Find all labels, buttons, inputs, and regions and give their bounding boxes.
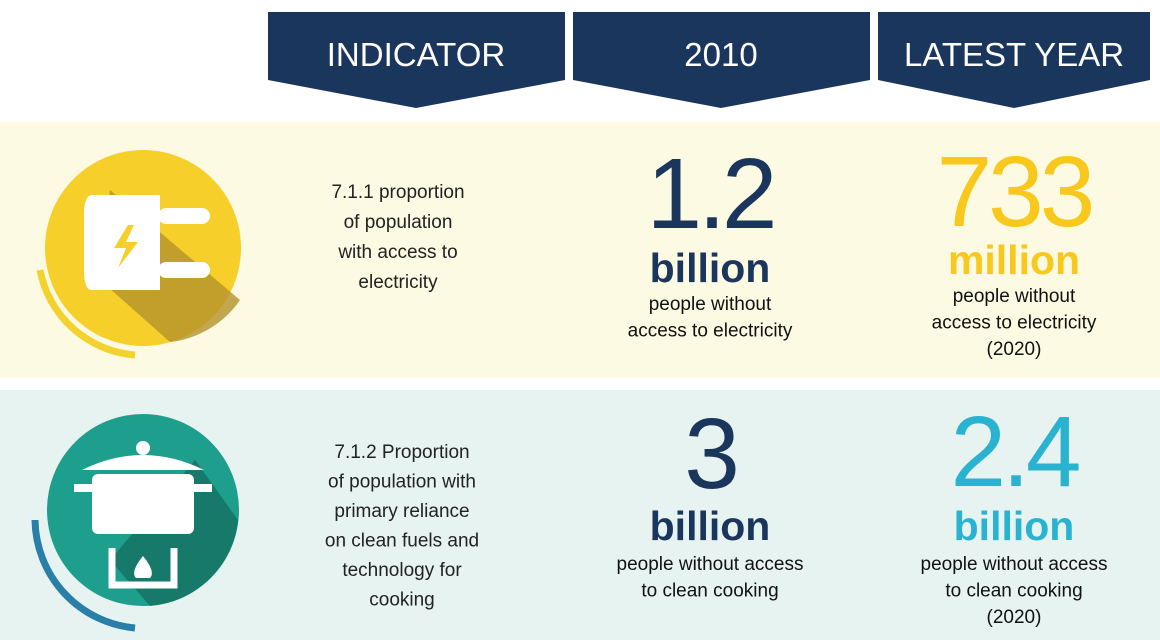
header-tab	[573, 12, 870, 108]
big-number: 2.4	[950, 396, 1078, 508]
plug-pin	[158, 208, 210, 224]
description: (2020)	[987, 339, 1042, 360]
indicator-text: of population with	[328, 472, 476, 493]
description: people without	[953, 286, 1076, 307]
plug-pin	[158, 262, 210, 278]
header-label: 2010	[684, 36, 757, 73]
big-number: 3	[684, 398, 736, 510]
indicator-text: 7.1.1 proportion	[331, 182, 464, 203]
pot-handle	[74, 484, 94, 492]
bolt	[114, 225, 138, 268]
big-number: 1.2	[646, 138, 773, 250]
icon-arc	[36, 269, 136, 359]
indicator-text: 7.1.2 Proportion	[334, 442, 469, 463]
unit: million	[948, 237, 1080, 283]
header-label: INDICATOR	[327, 36, 505, 73]
electricity-icon	[36, 150, 241, 359]
header-tab	[268, 12, 565, 108]
description: (2020)	[987, 607, 1042, 628]
description: people without	[649, 294, 772, 315]
indicator-text: of population	[344, 212, 453, 233]
indicator-text: technology for	[342, 560, 462, 581]
description: access to electricity	[932, 313, 1097, 334]
pot-handle	[192, 484, 212, 492]
description: people without access	[921, 554, 1108, 575]
unit: billion	[954, 503, 1075, 549]
header: INDICATOR 2010 LATEST YEAR	[268, 12, 1150, 108]
burner	[108, 548, 178, 589]
description: people without access	[617, 554, 804, 575]
description: to clean cooking	[945, 581, 1082, 602]
unit: billion	[650, 503, 771, 549]
header-label: LATEST YEAR	[904, 36, 1124, 73]
pot-lid	[82, 455, 204, 470]
description: access to electricity	[628, 321, 793, 342]
description: to clean cooking	[641, 581, 778, 602]
indicator-text: with access to	[337, 242, 457, 263]
indicator-text: electricity	[358, 272, 438, 293]
unit: billion	[650, 245, 771, 291]
indicator-text: cooking	[369, 590, 435, 611]
big-number: 733	[937, 136, 1092, 248]
flame	[134, 556, 152, 578]
pot-knob	[136, 441, 150, 455]
header-tab	[878, 12, 1150, 108]
pot	[92, 474, 194, 534]
icon-arc	[31, 519, 136, 632]
indicator-text: on clean fuels and	[325, 531, 479, 552]
cooking-icon	[31, 414, 239, 632]
indicator-text: primary reliance	[334, 501, 469, 522]
content: 7.1.1 proportion of population with access…	[325, 136, 1108, 628]
